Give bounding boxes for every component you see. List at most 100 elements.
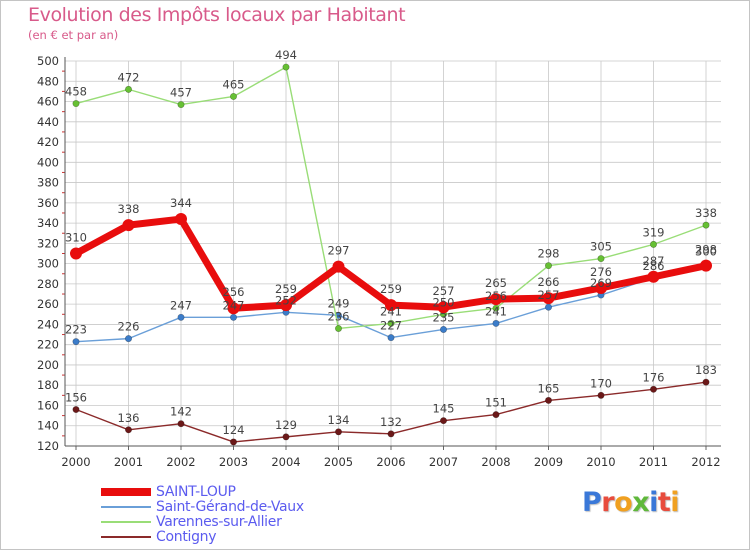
data-label: 170 bbox=[590, 376, 612, 390]
data-label: 266 bbox=[538, 275, 560, 289]
data-point-saint-loup bbox=[542, 292, 555, 305]
brand-letter: i bbox=[670, 487, 680, 518]
brand-letter: i bbox=[649, 487, 658, 518]
y-tick-label: 360 bbox=[37, 196, 59, 210]
brand-letter: x bbox=[632, 487, 650, 518]
legend-label: Saint-Gérand-de-Vaux bbox=[156, 499, 304, 515]
data-label: 241 bbox=[485, 304, 507, 318]
legend-item: SAINT-LOUP bbox=[101, 484, 401, 500]
brand-logo: Proxiti bbox=[582, 487, 680, 518]
x-tick-label: 2000 bbox=[61, 455, 90, 469]
data-label: 142 bbox=[170, 405, 192, 419]
data-label: 124 bbox=[223, 423, 245, 437]
y-tick-label: 340 bbox=[37, 216, 59, 230]
legend: SAINT-LOUP Saint-Gérand-de-Vaux Varennes-s… bbox=[101, 484, 401, 545]
data-label: 249 bbox=[328, 296, 350, 310]
data-point-contigny bbox=[387, 430, 395, 438]
legend-swatch bbox=[101, 488, 151, 496]
x-tick-label: 2009 bbox=[534, 455, 563, 469]
y-tick-label: 460 bbox=[37, 95, 59, 109]
x-tick-label: 2004 bbox=[271, 455, 300, 469]
data-label: 227 bbox=[380, 319, 402, 333]
data-label: 276 bbox=[590, 265, 612, 279]
legend-label: Varennes-sur-Allier bbox=[156, 514, 282, 530]
y-tick-label: 240 bbox=[37, 317, 59, 331]
data-point-saint-loup bbox=[280, 299, 292, 312]
legend-item: Saint-Gérand-de-Vaux bbox=[101, 499, 401, 515]
data-label: 457 bbox=[170, 86, 192, 100]
data-point-varennes-sur-allier bbox=[544, 262, 552, 270]
y-tick-label: 420 bbox=[37, 135, 59, 149]
data-label: 298 bbox=[695, 243, 717, 257]
data-point-saint-gerand-de-vaux bbox=[439, 325, 447, 333]
data-label: 151 bbox=[485, 396, 507, 410]
data-point-saint-gerand-de-vaux bbox=[387, 334, 395, 342]
data-point-varennes-sur-allier bbox=[334, 324, 342, 332]
data-label: 338 bbox=[695, 206, 717, 220]
y-tick-label: 500 bbox=[37, 54, 59, 68]
data-point-saint-loup bbox=[647, 270, 660, 283]
chart-subtitle: (en € et par an) bbox=[28, 28, 119, 42]
data-point-saint-gerand-de-vaux bbox=[177, 313, 185, 321]
data-point-varennes-sur-allier bbox=[177, 101, 185, 109]
data-label: 176 bbox=[643, 370, 665, 384]
y-tick-label: 440 bbox=[37, 115, 59, 129]
x-tick-label: 2006 bbox=[376, 455, 405, 469]
x-tick-label: 2011 bbox=[639, 455, 668, 469]
data-label: 236 bbox=[328, 309, 350, 323]
data-point-contigny bbox=[125, 426, 133, 434]
data-label: 259 bbox=[380, 282, 402, 296]
data-point-saint-gerand-de-vaux bbox=[72, 338, 80, 346]
data-point-varennes-sur-allier bbox=[72, 100, 80, 108]
legend-label: Contigny bbox=[156, 529, 217, 545]
y-tick-label: 400 bbox=[37, 155, 59, 169]
data-label: 458 bbox=[65, 85, 87, 99]
data-point-varennes-sur-allier bbox=[282, 63, 290, 71]
data-label: 472 bbox=[118, 70, 140, 84]
legend-item: Contigny bbox=[101, 529, 401, 545]
data-point-contigny bbox=[439, 417, 447, 425]
y-tick-label: 320 bbox=[37, 236, 59, 250]
data-label: 165 bbox=[538, 381, 560, 395]
data-label: 494 bbox=[275, 48, 297, 62]
data-label: 256 bbox=[223, 285, 245, 299]
data-label: 145 bbox=[433, 402, 455, 416]
y-tick-label: 380 bbox=[37, 176, 59, 190]
data-label: 226 bbox=[118, 320, 140, 334]
data-label: 247 bbox=[170, 298, 192, 312]
legend-swatch bbox=[101, 521, 151, 523]
data-point-contigny bbox=[597, 391, 605, 399]
data-point-contigny bbox=[702, 378, 710, 386]
brand-letter: P bbox=[582, 487, 602, 518]
data-label: 310 bbox=[65, 231, 87, 245]
series-layer bbox=[70, 63, 712, 446]
data-label: 465 bbox=[223, 77, 245, 91]
legend-item: Varennes-sur-Allier bbox=[101, 514, 401, 530]
data-label: 297 bbox=[328, 244, 350, 258]
y-tick-label: 140 bbox=[37, 419, 59, 433]
data-label: 257 bbox=[433, 284, 455, 298]
data-point-varennes-sur-allier bbox=[230, 92, 238, 100]
grid-layer bbox=[65, 60, 721, 447]
x-tick-label: 2007 bbox=[429, 455, 458, 469]
data-label: 319 bbox=[643, 225, 665, 239]
data-point-saint-loup bbox=[175, 213, 187, 226]
data-label: 235 bbox=[433, 310, 455, 324]
data-label: 156 bbox=[65, 391, 87, 405]
data-label: 265 bbox=[485, 276, 507, 290]
data-point-varennes-sur-allier bbox=[125, 85, 133, 93]
y-tick-label: 280 bbox=[37, 277, 59, 291]
data-point-saint-loup bbox=[122, 219, 135, 232]
x-tick-label: 2008 bbox=[481, 455, 510, 469]
data-label: 259 bbox=[275, 282, 297, 296]
data-label: 256 bbox=[485, 289, 507, 303]
data-label-layer: 310 338 344 256 259 297 259 257 265 266 276 287 298 2… bbox=[65, 48, 717, 437]
brand-letter: r bbox=[601, 487, 615, 518]
legend-swatch bbox=[101, 506, 151, 508]
data-point-saint-loup bbox=[70, 247, 82, 260]
data-label: 129 bbox=[275, 418, 297, 432]
x-tick-label: 2003 bbox=[219, 455, 248, 469]
y-tick-label: 480 bbox=[37, 74, 59, 88]
